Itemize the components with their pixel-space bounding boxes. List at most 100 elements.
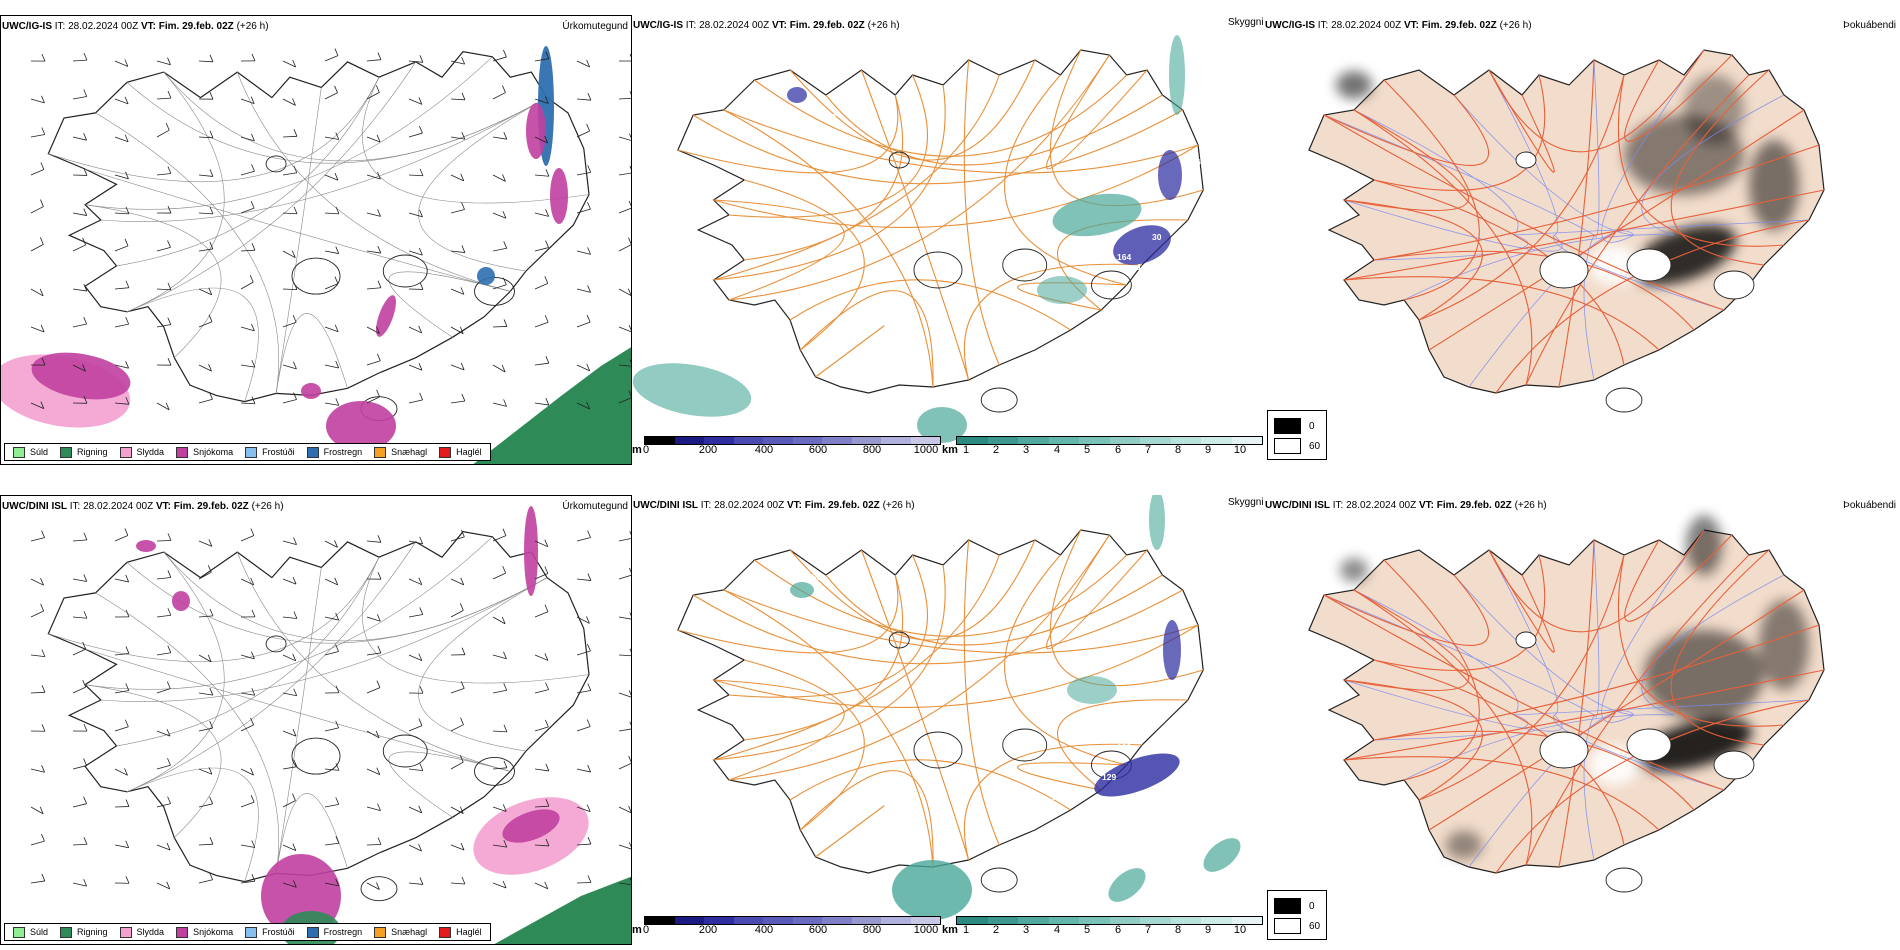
wind-barb-flag [545,682,549,690]
wind-barb-flag [125,609,130,618]
road-line [677,574,899,654]
wind-barb-flag [83,837,88,845]
wind-barb-flag [376,326,380,334]
wind-barb-flag [545,169,550,177]
road-line [815,805,885,858]
wind-barb-flag [544,276,549,284]
wind-barb-flag [587,573,592,581]
wind-barb-flag [41,127,46,135]
wind-barb [240,654,255,660]
wind-barb-flag [586,314,591,323]
wind-barb-flag [335,398,340,406]
wind-barb [450,724,464,732]
wind-barb-flag [124,134,129,142]
wind-barb [534,362,549,366]
road-line [1558,539,1595,868]
wind-barb [576,321,591,328]
wind-barb-flag [629,567,631,573]
wind-barb-flag [419,282,424,290]
wind-barb [282,98,296,106]
river-line [1601,49,1705,243]
wind-barb-flag [167,758,171,766]
wind-barb-flag [208,767,213,775]
wind-barb [30,98,45,104]
legend-item-sleet: Slydda [119,926,164,938]
iceland-coastline [677,529,1204,874]
wind-barb-flag [166,881,171,889]
wind-barb [282,616,297,619]
wind-barb-flag [292,880,297,888]
wind-barb-flag [125,646,130,654]
wind-barb [72,288,87,292]
wind-barb [240,724,254,732]
road-line [1373,554,1546,671]
wind-barb-flag [165,123,170,131]
wind-barb [282,800,296,808]
road-line [1373,144,1820,261]
wind-barb-flag [586,401,591,410]
wind-barb [534,844,549,847]
wind-barb [408,399,423,404]
wind-barb-flag [586,363,591,372]
wind-barb-flag [251,874,256,882]
wind-barb-flag [167,358,172,366]
road-line [1670,69,1770,266]
wind-barb-flag [587,93,592,101]
fog-layer [1308,49,1825,413]
wind-barb-flag [460,842,465,851]
wind-barb-flag [545,838,550,847]
glacier-outline [474,756,515,786]
roads [677,49,1204,388]
river-line [1553,714,1725,791]
wind-barb-flag [125,280,130,288]
wind-barb [324,212,339,215]
rain-swatch [60,446,73,458]
wind-barb [198,803,213,808]
wind-barbs [30,48,631,411]
wind-barb-flag [334,276,339,284]
road-line [1004,554,1127,766]
wind-barb-flag [587,247,591,255]
road-line [126,71,225,313]
wind-barb [492,364,506,373]
wind-barb [282,692,297,697]
wind-barb-flag [335,644,339,652]
wind-barb [30,691,46,694]
wind-barb-flag [419,686,424,694]
wind-barb-flag [334,540,338,548]
road-line [95,112,280,394]
wind-barb-flag [376,767,381,775]
road-line [1343,669,1825,761]
wind-barb [408,725,423,732]
road-line [789,759,1071,811]
wind-barb [30,537,45,542]
wind-barb-flag [461,245,466,253]
wind-barb-flag [167,317,172,325]
road-line [1670,549,1770,746]
visibility-point-label: 116 [1187,157,1201,167]
river-line [1343,199,1563,252]
wind-barb [198,879,213,884]
wind-barb-flag [39,288,44,297]
road-line [713,564,946,761]
fog-patch [1644,630,1764,720]
legend-item-hail: Haglél [439,446,482,458]
road-line [84,204,222,358]
wind-barb-flag [250,717,254,726]
wind-barb [282,844,296,851]
road-line [1558,59,1595,388]
wind-barb [282,172,297,176]
wind-barb [156,129,170,138]
wind-barb-flag [293,165,298,173]
legend-item-freezing-drizzle: Frostúði [245,926,295,938]
wind-barb-flag [83,316,88,325]
wind-barb [114,844,129,849]
wind-barb-flag [461,529,465,538]
wind-barb [618,806,631,814]
wind-barb-flag [83,52,88,61]
wind-barb-flag [41,873,46,882]
wind-barb-flag [83,532,88,541]
wind-barb [618,762,631,770]
glacier-outline [1002,728,1048,762]
wind-barb-flag [334,173,339,181]
